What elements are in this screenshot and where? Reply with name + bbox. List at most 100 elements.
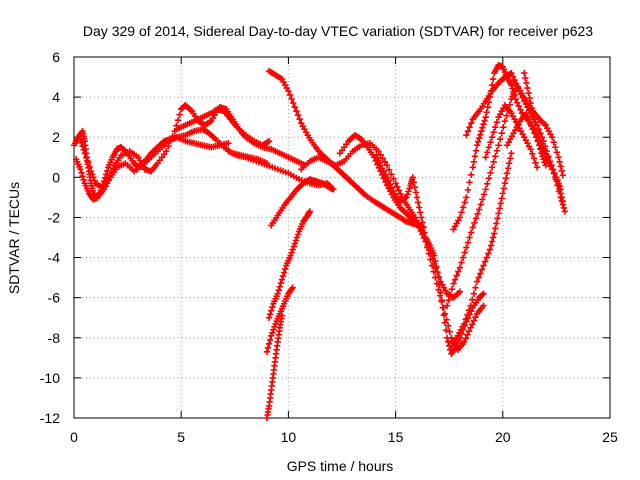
- data-point: [488, 134, 496, 141]
- data-point: [466, 234, 473, 241]
- data-point: [278, 312, 286, 319]
- data-point: [461, 199, 468, 206]
- data-point: [501, 180, 509, 187]
- x-tick-label: 20: [495, 429, 511, 445]
- data-point: [517, 106, 524, 113]
- data-point: [269, 329, 276, 336]
- data-point: [264, 344, 272, 352]
- data-point: [288, 249, 295, 256]
- data-point: [390, 175, 397, 183]
- data-point: [268, 307, 275, 314]
- data-point: [553, 178, 561, 185]
- data-point: [523, 79, 530, 87]
- data-point: [490, 158, 497, 165]
- data-point: [80, 146, 87, 153]
- data-point: [536, 142, 543, 149]
- data-point: [480, 191, 488, 198]
- data-point: [480, 290, 487, 297]
- data-point: [542, 162, 549, 169]
- data-point: [79, 173, 86, 180]
- data-point: [438, 296, 445, 304]
- data-point: [504, 165, 512, 172]
- data-point: [552, 174, 559, 181]
- data-point: [269, 303, 276, 311]
- data-point: [381, 158, 389, 165]
- data-point: [474, 210, 481, 218]
- data-point: [510, 88, 517, 96]
- data-point: [479, 124, 486, 131]
- data-point: [482, 186, 489, 193]
- x-tick-label: 10: [281, 429, 297, 445]
- data-point: [511, 92, 518, 99]
- data-point: [482, 113, 489, 121]
- data-point: [502, 175, 510, 182]
- data-point: [479, 291, 486, 298]
- data-point: [176, 111, 183, 118]
- data-point: [108, 169, 115, 176]
- data-point: [550, 139, 557, 146]
- data-point: [557, 190, 564, 197]
- data-point: [524, 113, 532, 121]
- x-axis-label: GPS time / hours: [287, 458, 394, 474]
- data-point: [498, 130, 505, 137]
- data-point: [472, 284, 479, 291]
- data-point: [530, 115, 538, 123]
- data-point: [417, 227, 424, 235]
- data-point: [515, 102, 523, 110]
- y-tick-label: -12: [40, 410, 60, 426]
- data-point: [538, 150, 545, 157]
- data-point: [522, 74, 529, 82]
- data-point: [263, 348, 271, 356]
- data-point: [521, 69, 528, 77]
- data-point: [506, 160, 513, 167]
- x-tick-label: 0: [70, 429, 78, 445]
- data-point: [265, 340, 273, 347]
- data-point: [442, 327, 450, 334]
- data-point: [527, 146, 534, 153]
- data-point: [496, 205, 503, 212]
- points-layer: [70, 61, 569, 422]
- series-arc-4: [173, 103, 309, 169]
- data-point: [480, 262, 487, 269]
- data-point: [330, 186, 337, 193]
- data-point: [476, 135, 483, 142]
- data-point: [526, 117, 533, 125]
- data-point: [507, 155, 514, 162]
- data-point: [508, 150, 515, 157]
- data-point: [489, 75, 497, 83]
- y-tick-label: 0: [52, 169, 60, 185]
- data-point: [463, 194, 470, 201]
- data-point: [412, 189, 420, 196]
- data-point: [448, 285, 456, 293]
- data-point: [462, 316, 470, 323]
- data-point: [556, 158, 563, 165]
- data-point: [477, 201, 485, 208]
- data-point: [291, 240, 299, 247]
- data-point: [464, 239, 472, 246]
- data-point: [78, 139, 85, 146]
- data-point: [553, 149, 561, 156]
- data-point: [481, 117, 488, 124]
- data-point: [470, 290, 478, 297]
- data-point: [503, 170, 511, 177]
- data-point: [78, 169, 85, 177]
- data-point: [292, 237, 300, 244]
- data-point: [279, 272, 287, 280]
- data-point: [533, 164, 541, 171]
- data-point: [443, 334, 451, 341]
- data-point: [491, 230, 498, 237]
- data-point: [470, 158, 478, 165]
- data-point: [80, 176, 87, 184]
- data-point: [540, 138, 547, 145]
- data-point: [467, 171, 475, 179]
- data-point: [174, 116, 182, 124]
- data-point: [493, 118, 501, 126]
- data-point: [455, 268, 462, 275]
- data-point: [484, 149, 491, 156]
- data-point: [472, 147, 480, 154]
- data-point: [268, 332, 275, 339]
- data-point: [281, 265, 289, 273]
- data-point: [472, 215, 480, 222]
- data-point: [514, 99, 521, 106]
- data-point: [419, 219, 426, 226]
